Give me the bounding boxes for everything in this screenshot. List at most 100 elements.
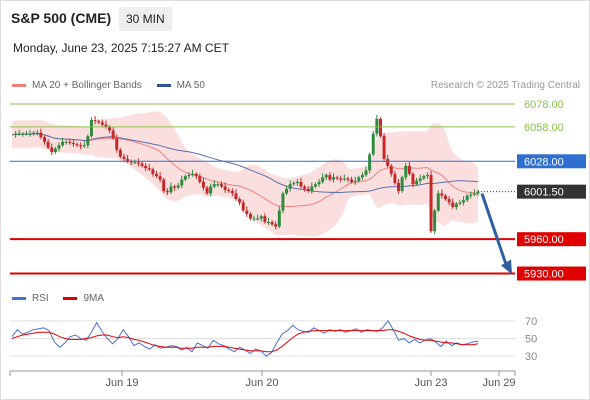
candle-body bbox=[108, 126, 112, 131]
candle-body bbox=[176, 185, 180, 188]
candle-body bbox=[270, 222, 274, 225]
candle-body bbox=[418, 178, 422, 181]
candle-body bbox=[212, 184, 216, 187]
ma20-line bbox=[11, 133, 479, 207]
candle-body bbox=[342, 178, 346, 180]
candle-body bbox=[194, 173, 198, 177]
forecast-arrow-head-icon bbox=[501, 259, 512, 275]
x-tick-label: Jun 20 bbox=[245, 377, 278, 389]
x-tick-label: Jun 19 bbox=[105, 377, 138, 389]
candle-body bbox=[465, 195, 469, 201]
candle-body bbox=[147, 168, 151, 170]
credit-text: Research © 2025 Trading Central bbox=[430, 80, 580, 91]
ma50-swatch-icon bbox=[156, 83, 171, 87]
candle-body bbox=[198, 176, 202, 182]
candle-body bbox=[245, 210, 249, 214]
candle-body bbox=[93, 120, 97, 122]
candle-body bbox=[227, 189, 231, 192]
candle-body bbox=[97, 121, 101, 123]
candle-body bbox=[256, 218, 260, 220]
candle-body bbox=[476, 191, 480, 194]
candle-body bbox=[191, 173, 195, 176]
candle-body bbox=[100, 122, 104, 125]
candle-body bbox=[364, 170, 368, 176]
candle-body bbox=[454, 203, 458, 208]
candle-body bbox=[165, 191, 169, 193]
candle-body bbox=[451, 202, 455, 208]
candle-body bbox=[82, 145, 86, 147]
candle-body bbox=[122, 156, 126, 159]
ma50-line bbox=[11, 133, 479, 193]
candle-body bbox=[447, 199, 451, 203]
level-label-4: 5960.00 bbox=[524, 234, 564, 246]
candle-body bbox=[151, 169, 155, 174]
candle-body bbox=[144, 165, 148, 169]
legend-9ma-label: 9MA bbox=[83, 293, 105, 304]
candle-body bbox=[216, 184, 220, 186]
timeframe-badge[interactable]: 30 MIN bbox=[119, 7, 172, 31]
chart-header: S&P 500 (CME) 30 MIN bbox=[0, 0, 590, 38]
candle-body bbox=[71, 142, 75, 145]
candle-body bbox=[400, 177, 404, 192]
legend-item-rsi: RSI bbox=[12, 293, 49, 304]
candle-body bbox=[407, 165, 411, 174]
candle-body bbox=[220, 184, 224, 187]
level-label-box bbox=[517, 184, 586, 199]
candle-body bbox=[126, 159, 130, 162]
candle-body bbox=[328, 175, 332, 180]
candle-body bbox=[288, 184, 292, 189]
candle-body bbox=[209, 186, 213, 194]
candle-body bbox=[129, 161, 133, 163]
level-label-3: 6001.50 bbox=[524, 187, 564, 199]
candle-body bbox=[169, 186, 173, 193]
legend-item-9ma: 9MA bbox=[63, 293, 104, 304]
level-label-box bbox=[517, 232, 586, 247]
candle-body bbox=[346, 178, 350, 180]
candle-body bbox=[53, 148, 57, 153]
rsi-9ma-line bbox=[11, 329, 479, 353]
candle-body bbox=[118, 149, 122, 157]
candle-body bbox=[462, 200, 466, 203]
candle-body bbox=[425, 175, 429, 177]
candle-body bbox=[469, 194, 473, 196]
main-legend: MA 20 + Bollinger Bands MA 50 bbox=[12, 80, 205, 91]
candle-body bbox=[43, 137, 47, 142]
candle-body bbox=[17, 133, 21, 135]
x-tick-label: Jun 29 bbox=[482, 377, 515, 389]
candle-body bbox=[183, 176, 187, 180]
candle-body bbox=[61, 141, 65, 146]
candle-body bbox=[306, 188, 310, 192]
candle-body bbox=[313, 184, 317, 187]
candle-body bbox=[241, 202, 245, 211]
candle-body bbox=[104, 124, 108, 127]
level-label-box bbox=[517, 266, 586, 281]
candle-body bbox=[332, 177, 336, 180]
level-label-0: 6078.00 bbox=[524, 99, 564, 111]
candle-body bbox=[238, 199, 242, 203]
candle-body bbox=[187, 175, 191, 177]
forecast-arrow bbox=[480, 193, 508, 265]
candle-body bbox=[317, 181, 321, 185]
candle-body bbox=[274, 224, 278, 227]
timestamp: Monday, June 23, 2025 7:15:27 AM CET bbox=[13, 41, 229, 55]
candle-body bbox=[292, 183, 296, 185]
ma20-swatch-icon bbox=[12, 83, 26, 87]
candle-body bbox=[422, 176, 426, 179]
candle-body bbox=[115, 138, 119, 150]
candle-body bbox=[458, 202, 462, 204]
candle-body bbox=[397, 183, 401, 192]
legend-item-ma20: MA 20 + Bollinger Bands bbox=[12, 80, 142, 91]
candle-body bbox=[433, 210, 437, 232]
candle-body bbox=[14, 133, 18, 135]
candle-body bbox=[57, 145, 61, 149]
candle-body bbox=[371, 133, 375, 155]
candle-body bbox=[39, 132, 43, 138]
rsi-tick-label: 50 bbox=[525, 334, 537, 346]
candle-body bbox=[360, 175, 364, 178]
candle-body bbox=[415, 180, 419, 185]
candle-body bbox=[86, 136, 90, 146]
bollinger-band bbox=[12, 111, 478, 237]
x-tick-label: Jun 23 bbox=[414, 377, 447, 389]
candle-body bbox=[136, 162, 140, 164]
